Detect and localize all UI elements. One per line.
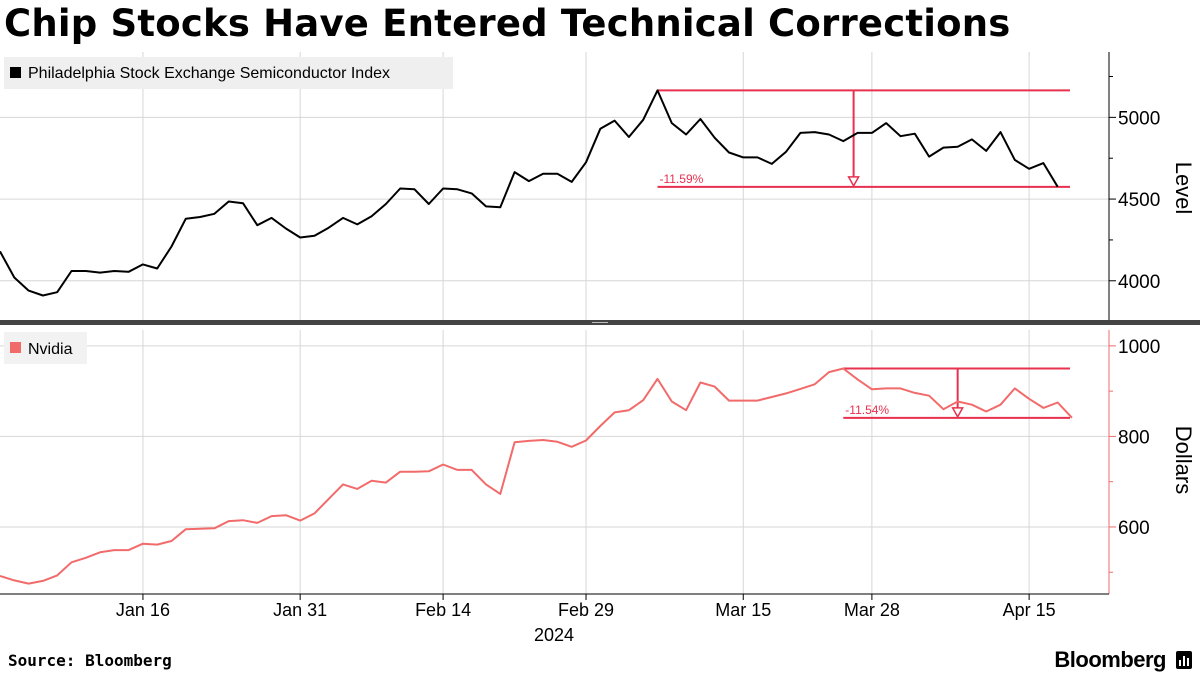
x-axis: Jan 16 Jan 31 Feb 14 Feb 29 Mar 15 Mar 28 Apr …	[0, 593, 1109, 645]
legend-sox-background	[4, 57, 453, 89]
chart-title: Chip Stocks Have Entered Technical Corre…	[4, 2, 1011, 45]
grid-bottom	[0, 330, 1109, 594]
panel-separator-grip	[592, 322, 608, 323]
y-axis-ticks-top: 4000 4500 5000	[1109, 76, 1160, 293]
y-tick-label: 4000	[1118, 272, 1160, 293]
x-axis-ticks: Jan 16 Jan 31 Feb 14 Feb 29 Mar 15 Mar 28 Apr …	[116, 594, 1056, 620]
annotation-label: -11.59%	[659, 172, 703, 186]
x-axis-year-label: 2024	[534, 625, 574, 645]
legend-sox: Philadelphia Stock Exchange Semiconducto…	[4, 57, 453, 89]
panel-semiconductor-index: Philadelphia Stock Exchange Semiconducto…	[0, 52, 1196, 322]
x-tick-label: Feb 29	[558, 600, 614, 620]
y-axis-label-dollars: Dollars	[1171, 426, 1196, 494]
legend-nvda-label: Nvidia	[28, 341, 73, 358]
grid-top	[0, 52, 1109, 320]
x-tick-label: Jan 16	[116, 600, 170, 620]
series-line-nvda	[0, 367, 1073, 585]
x-tick-label: Feb 14	[415, 600, 471, 620]
annotation-sox: -11.59%	[657, 89, 1070, 188]
bloomberg-chart-icon	[1176, 651, 1192, 669]
y-axis-label-level: Level	[1171, 162, 1196, 215]
y-tick-label: 600	[1118, 518, 1150, 539]
x-tick-label: Mar 28	[844, 600, 900, 620]
x-tick-label: Jan 31	[273, 600, 327, 620]
y-tick-label: 800	[1118, 427, 1150, 448]
legend-sox-label: Philadelphia Stock Exchange Semiconducto…	[28, 65, 390, 82]
y-tick-label: 1000	[1118, 337, 1160, 358]
annotation-nvda: -11.54%	[843, 367, 1070, 419]
source-note: Source: Bloomberg	[8, 651, 172, 670]
x-tick-label: Mar 15	[715, 600, 771, 620]
legend-nvda-swatch	[10, 342, 21, 353]
y-axis-ticks-bottom: 600 800 1000	[1109, 337, 1160, 573]
y-tick-label: 5000	[1118, 108, 1160, 129]
panel-nvidia: Nvidia -11.54% 600 800 1000 Dollars	[0, 330, 1196, 594]
x-tick-label: Apr 15	[1003, 600, 1056, 620]
legend-sox-swatch	[10, 67, 21, 78]
annotation-arrow-head	[847, 176, 860, 188]
bloomberg-logo: Bloomberg	[1054, 647, 1166, 672]
annotation-arrow-head	[951, 407, 964, 419]
y-tick-label: 4500	[1118, 190, 1160, 211]
annotation-label: -11.54%	[845, 403, 889, 417]
series-line-sox	[0, 89, 1059, 297]
legend-nvda: Nvidia	[4, 332, 87, 364]
